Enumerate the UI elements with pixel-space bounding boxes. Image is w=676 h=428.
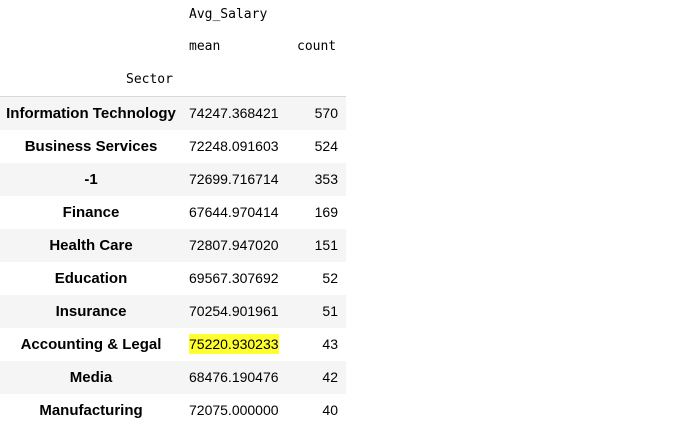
table-body: Information Technology 74247.368421 570 …: [0, 97, 346, 427]
row-sector: Media: [69, 369, 113, 386]
table-row: Media 68476.190476 42: [0, 361, 346, 394]
row-mean: 67644.970414: [189, 204, 279, 220]
table-row: Finance 67644.970414 169: [0, 196, 346, 229]
row-mean: 72248.091603: [189, 138, 279, 154]
index-header-sector: Sector: [126, 72, 173, 87]
row-count: 169: [314, 204, 338, 220]
row-sector: Accounting & Legal: [20, 336, 162, 353]
header-row-stats: mean count: [0, 30, 346, 63]
row-sector: Business Services: [24, 138, 158, 155]
row-mean-highlighted: 75220.930233: [189, 328, 279, 361]
row-sector: Manufacturing: [39, 402, 143, 419]
row-mean: 72699.716714: [189, 171, 279, 187]
highlight-mark: 75220.930233: [189, 334, 279, 354]
column-group-header: Avg_Salary: [189, 7, 268, 22]
row-mean: 68476.190476: [189, 369, 279, 385]
row-count: 43: [322, 336, 338, 352]
column-header-mean: mean: [189, 39, 221, 54]
table-row: Health Care 72807.947020 151: [0, 229, 346, 262]
row-sector: Education: [54, 270, 128, 287]
row-count: 353: [314, 171, 338, 187]
row-mean: 72075.000000: [189, 402, 279, 418]
row-count: 151: [314, 237, 338, 253]
row-mean: 72807.947020: [189, 237, 279, 253]
row-mean: 74247.368421: [189, 105, 279, 121]
table-row: -1 72699.716714 353: [0, 163, 346, 196]
row-count: 42: [322, 369, 338, 385]
dataframe-table: Avg_Salary mean count Sector Information…: [0, 0, 346, 427]
header-row-index: Sector: [0, 63, 346, 97]
table-row: Education 69567.307692 52: [0, 262, 346, 295]
table-row: Business Services 72248.091603 524: [0, 130, 346, 163]
column-header-count: count: [297, 39, 337, 54]
row-sector: Health Care: [49, 237, 133, 254]
row-mean: 70254.901961: [189, 303, 279, 319]
table-row: Insurance 70254.901961 51: [0, 295, 346, 328]
row-count: 570: [314, 105, 338, 121]
row-count: 524: [314, 138, 338, 154]
row-sector: -1: [84, 171, 98, 188]
row-sector: Insurance: [55, 303, 127, 320]
table-row: Manufacturing 72075.000000 40: [0, 394, 346, 427]
row-sector: Information Technology: [6, 105, 176, 122]
table-row: Information Technology 74247.368421 570: [0, 97, 346, 130]
row-count: 52: [322, 270, 338, 286]
row-sector: Finance: [62, 204, 120, 221]
table-row: Accounting & Legal 75220.930233 43: [0, 328, 346, 361]
row-count: 51: [322, 303, 338, 319]
row-mean: 69567.307692: [189, 270, 279, 286]
row-count: 40: [322, 402, 338, 418]
header-row-group: Avg_Salary: [0, 0, 346, 30]
